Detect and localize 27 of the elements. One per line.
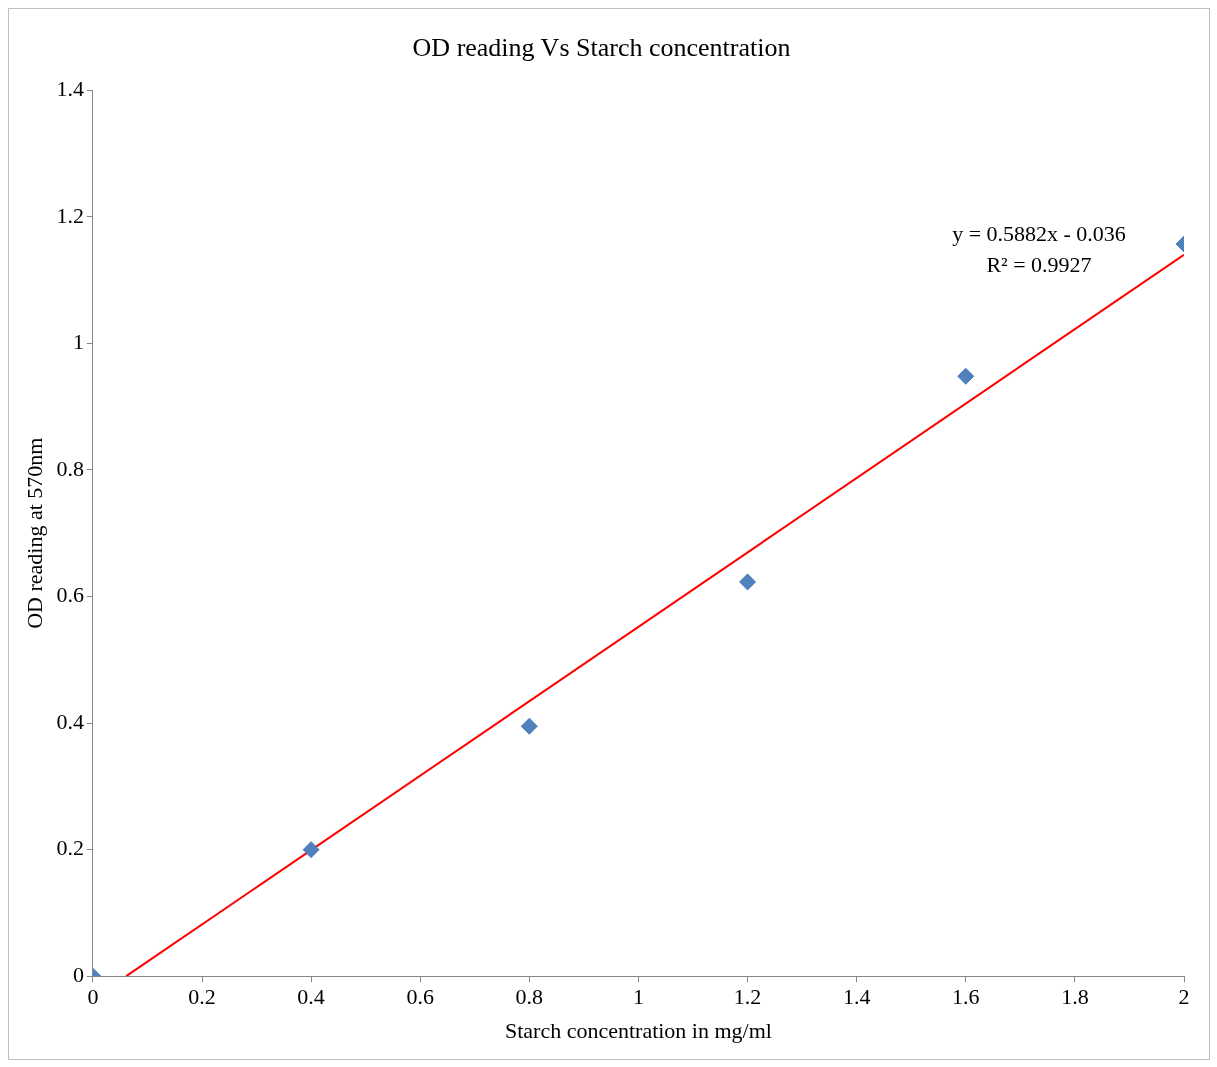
x-tick-label: 1.2 bbox=[733, 984, 762, 1010]
y-tick-label: 0.4 bbox=[56, 708, 84, 734]
x-tick-label: 2 bbox=[1178, 984, 1190, 1010]
x-tick-label: 0.8 bbox=[515, 984, 544, 1010]
chart-title: OD reading Vs Starch concentration bbox=[412, 33, 791, 63]
y-tick-label: 0 bbox=[72, 961, 84, 987]
point bbox=[739, 573, 757, 591]
point bbox=[957, 367, 975, 385]
y-tick-label: 1.2 bbox=[56, 202, 84, 228]
y-tick-label: 0.8 bbox=[56, 455, 84, 481]
x-tick-label: 0.2 bbox=[188, 984, 216, 1010]
x-tick-label: 1 bbox=[632, 984, 644, 1010]
y-axis-title: OD reading at 570nm bbox=[21, 437, 47, 629]
point bbox=[302, 841, 320, 859]
x-tick-label: 0.4 bbox=[297, 984, 325, 1010]
x-tick-label: 0.6 bbox=[406, 984, 434, 1010]
y-tick-label: 0.6 bbox=[56, 582, 84, 608]
y-tick-label: 1 bbox=[72, 329, 84, 355]
x-tick-label: 1.6 bbox=[952, 984, 980, 1010]
y-tick-label: 0.2 bbox=[56, 835, 84, 861]
annotation: R² = 0.9927 bbox=[986, 251, 1092, 277]
y-tick-label: 1.4 bbox=[56, 75, 84, 101]
point bbox=[520, 717, 538, 735]
x-tick-label: 1.4 bbox=[842, 984, 871, 1010]
x-axis-title: Starch concentration in mg/ml bbox=[504, 1017, 772, 1043]
annotation: y = 0.5882x - 0.036 bbox=[952, 220, 1126, 246]
x-tick-label: 1.8 bbox=[1061, 984, 1089, 1010]
